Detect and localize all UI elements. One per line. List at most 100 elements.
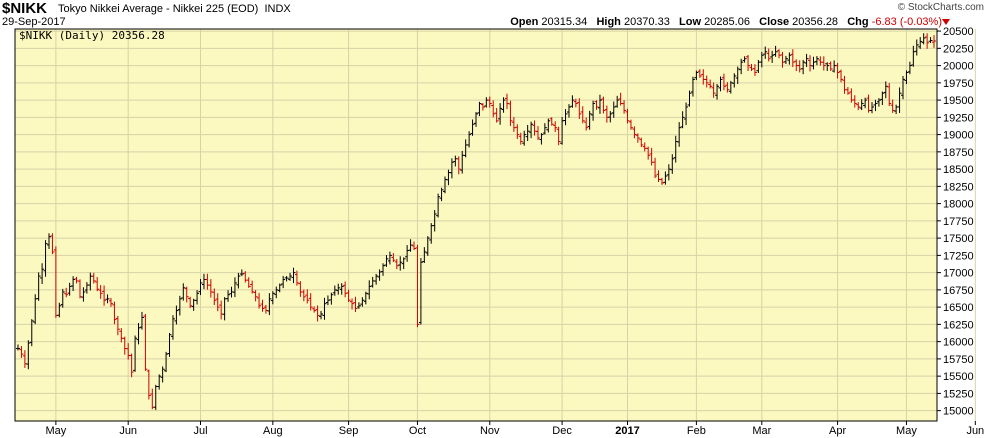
ohlc-bar — [301, 289, 306, 302]
ohlc-bar — [164, 351, 169, 373]
ohlc-bar — [184, 286, 189, 303]
ohlc-bar — [257, 292, 262, 309]
ohlc-bar — [474, 112, 478, 127]
ohlc-bar — [839, 69, 844, 83]
x-axis: May Jun Jul Aug Sep Oct Nov Dec 2017 Feb Mar Apr May… — [45, 421, 984, 437]
ohlc-bar — [491, 100, 496, 118]
ohlc-bar — [566, 104, 571, 118]
ohlc-bar — [353, 296, 358, 313]
ohlc-bar — [721, 73, 726, 91]
y-tick-label: 16750 — [943, 285, 974, 297]
y-tick-label: 15750 — [943, 354, 974, 366]
x-tick-label: Mar — [752, 425, 771, 437]
ohlc-bar — [98, 285, 103, 299]
y-tick-label: 15000 — [943, 406, 974, 418]
ohlc-bar — [239, 269, 244, 277]
ohlc-bar — [911, 45, 916, 67]
ohlc-bar — [542, 123, 547, 135]
ohlc-bar — [704, 75, 709, 88]
ohlc-bar — [415, 244, 420, 328]
ohlc-bar — [907, 61, 912, 75]
x-tick-label: Jul — [193, 425, 207, 437]
ohlc-bar — [880, 91, 885, 106]
low-label: Low — [679, 16, 702, 28]
ohlc-bar — [108, 297, 113, 307]
ohlc-bar — [360, 297, 365, 307]
ohlc-bar — [914, 39, 919, 56]
ohlc-bar — [487, 96, 492, 108]
ohlc-bar — [133, 335, 138, 372]
ohlc-bar — [811, 56, 816, 70]
ohlc-bar — [294, 270, 299, 286]
plot-area — [15, 29, 937, 421]
ohlc-bar — [284, 275, 289, 282]
ohlc-bar — [901, 75, 906, 100]
ohlc-bar — [684, 102, 689, 126]
ohlc-bar — [60, 288, 65, 308]
ohlc-bar — [773, 45, 778, 57]
x-tick-label: Aug — [263, 425, 283, 437]
y-tick-label: 19750 — [943, 78, 974, 90]
ohlc-bar — [852, 95, 857, 108]
ohlc-bar — [19, 346, 24, 358]
ohlc-bar — [470, 119, 475, 136]
ohlc-bar — [863, 97, 868, 109]
open-value: 20315.34 — [541, 16, 588, 28]
ohlc-bar — [677, 122, 682, 147]
description-text: Tokyo Nikkei Average - Nikkei 225 (EOD) — [58, 3, 259, 15]
ohlc-bar — [876, 98, 881, 107]
ohlc-bar — [904, 70, 909, 85]
y-tick-label: 17750 — [943, 216, 974, 228]
ohlc-bar — [821, 56, 826, 71]
ohlc-bar — [763, 46, 768, 59]
ohlc-bar — [339, 283, 344, 295]
ohlc-bar — [804, 53, 809, 67]
ohlc-bar — [143, 313, 148, 371]
ohlc-bar — [305, 289, 310, 304]
low-value: 20285.06 — [704, 16, 750, 28]
y-tick-label: 19000 — [943, 130, 974, 142]
exchange: INDX — [264, 3, 291, 15]
ohlc-bar — [139, 311, 144, 330]
ohlc-bar — [856, 102, 861, 111]
x-tick-label: Apr — [829, 425, 846, 437]
ohlc-bar — [887, 83, 892, 106]
x-tick-label: May — [896, 425, 917, 437]
ohlc-bar — [873, 99, 878, 112]
x-tick-label: May — [45, 425, 66, 437]
ohlc-bar — [167, 332, 172, 357]
symbol: $NIKK — [2, 0, 48, 17]
ohlc-bar — [759, 51, 764, 68]
high-value: 20370.33 — [623, 16, 670, 28]
x-tick-label: Sep — [339, 425, 359, 437]
ohlc-bar — [766, 48, 771, 62]
y-tick-label: 18500 — [943, 164, 974, 176]
ohlc-bar — [174, 305, 179, 325]
ohlc-bar — [694, 70, 699, 81]
ohlc-bar — [346, 289, 351, 303]
ohlc-bar — [932, 35, 936, 48]
description: Tokyo Nikkei Average - Nikkei 225 (EOD) … — [58, 3, 291, 15]
ohlc-bar — [412, 241, 417, 251]
ohlc-bar — [432, 210, 437, 232]
ohlc-bar — [742, 56, 747, 63]
ohlc-bar — [381, 263, 386, 276]
y-tick-label: 16000 — [943, 337, 974, 349]
ohlc-bar — [477, 101, 482, 117]
brand-logo[interactable]: © StockCharts.com — [897, 2, 984, 13]
y-tick-label: 19500 — [943, 95, 974, 107]
ohlc-bar — [456, 156, 461, 175]
ohlc-bar — [81, 287, 86, 302]
ohlc-bar — [845, 87, 850, 95]
ohlc-bar — [752, 64, 757, 76]
y-tick-label: 17250 — [943, 250, 974, 262]
ohlc-bar — [291, 267, 296, 284]
ohlc-bar — [102, 285, 107, 306]
ohlc-bar — [356, 302, 361, 309]
ohlc-bar — [401, 257, 406, 270]
ohlc-bar — [439, 187, 444, 202]
ohlc-bar — [188, 296, 193, 309]
y-tick-label: 19250 — [943, 112, 974, 124]
ohlc-bar — [783, 55, 788, 64]
